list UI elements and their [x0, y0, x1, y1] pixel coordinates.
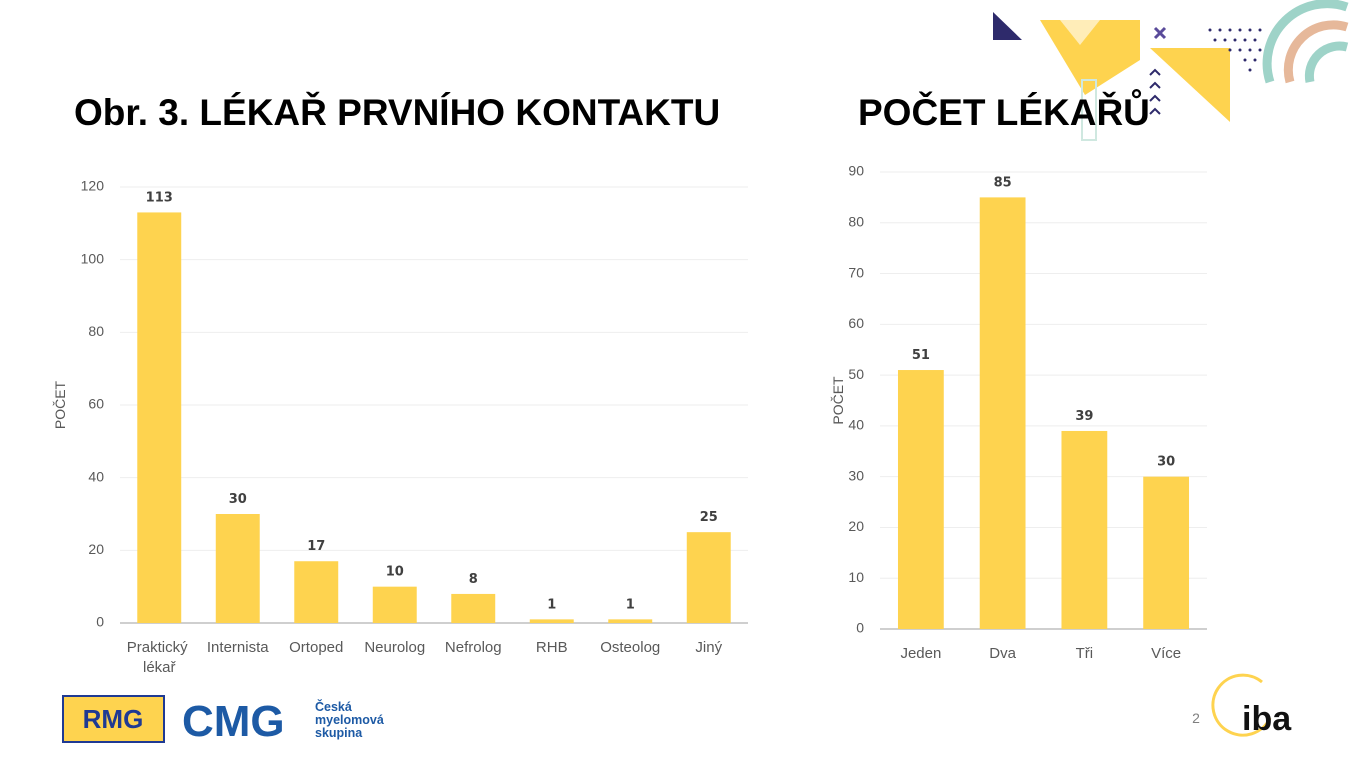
value-label: 17: [307, 539, 325, 554]
page-number: 2: [1192, 710, 1200, 726]
bar: [979, 197, 1026, 629]
x-tick-label: Jeden: [900, 645, 941, 662]
y-tick-label: 0: [96, 614, 104, 630]
bar: [372, 586, 417, 623]
x-tick-label: Osteolog: [600, 639, 660, 656]
x-tick-label: Nefrolog: [445, 639, 502, 656]
bar: [1143, 476, 1190, 629]
bar: [451, 593, 496, 623]
y-tick-label: 20: [848, 518, 864, 534]
cmg-name: Česká: [315, 699, 352, 714]
y-tick-label: 80: [848, 213, 864, 229]
x-tick-label: Internista: [207, 639, 269, 656]
x-tick-label: RHB: [536, 639, 568, 656]
bar: [137, 212, 182, 623]
bar: [897, 370, 944, 629]
bar: [686, 532, 731, 623]
value-label: 10: [386, 565, 404, 580]
y-tick-label: 60: [848, 315, 864, 331]
x-tick-label: Tři: [1076, 645, 1094, 662]
decoration: [993, 0, 1349, 141]
y-tick-label: 40: [848, 417, 864, 433]
y-axis-label: POČET: [52, 380, 68, 429]
value-label: 51: [912, 348, 930, 363]
x-tick-label: Dva: [989, 645, 1016, 662]
y-tick-label: 40: [88, 468, 104, 484]
y-tick-label: 0: [856, 620, 864, 636]
bar: [529, 619, 574, 623]
value-label: 39: [1075, 409, 1093, 424]
iba-text: iba: [1242, 700, 1292, 738]
bar: [215, 514, 260, 623]
bar: [294, 561, 339, 623]
y-tick-label: 10: [848, 569, 864, 585]
value-label: 25: [700, 510, 718, 525]
cmg-name: myelomová: [315, 713, 384, 727]
y-tick-label: 50: [848, 366, 864, 382]
y-tick-label: 120: [81, 178, 105, 194]
y-tick-label: 100: [81, 250, 105, 266]
chart-title: Obr. 3. LÉKAŘ PRVNÍHO KONTAKTU: [74, 91, 720, 133]
iba-logo: iba: [1211, 673, 1292, 738]
x-tick-label: Jiný: [695, 639, 722, 656]
value-label: 85: [994, 175, 1012, 190]
value-label: 1: [547, 597, 556, 612]
y-tick-label: 70: [848, 264, 864, 280]
y-tick-label: 30: [848, 467, 864, 483]
bar: [1061, 430, 1108, 629]
cmg-text: CMG: [182, 697, 285, 746]
y-tick-label: 60: [88, 396, 104, 412]
y-axis-label: POČET: [830, 376, 846, 425]
x-tick-label: Neurolog: [364, 639, 425, 656]
value-label: 8: [469, 572, 478, 587]
rmg-logo: RMG: [62, 695, 165, 743]
x-tick-label: Praktický lékař: [127, 639, 192, 676]
value-label: 1: [626, 597, 635, 612]
x-tick-label: Více: [1151, 645, 1181, 662]
x-tick-label: Ortoped: [289, 639, 343, 656]
cmg-logo: CMG Česká myelomová skupina: [182, 697, 384, 746]
bar: [608, 619, 653, 623]
y-tick-label: 20: [88, 541, 104, 557]
value-label: 30: [1157, 455, 1175, 470]
rmg-text: RMG: [83, 704, 144, 734]
y-tick-label: 80: [88, 323, 104, 339]
value-label: 113: [146, 190, 173, 205]
chart-title: POČET LÉKAŘŮ: [858, 88, 1150, 133]
cmg-name: skupina: [315, 726, 363, 740]
value-label: 30: [229, 492, 247, 507]
y-tick-label: 90: [848, 163, 864, 179]
